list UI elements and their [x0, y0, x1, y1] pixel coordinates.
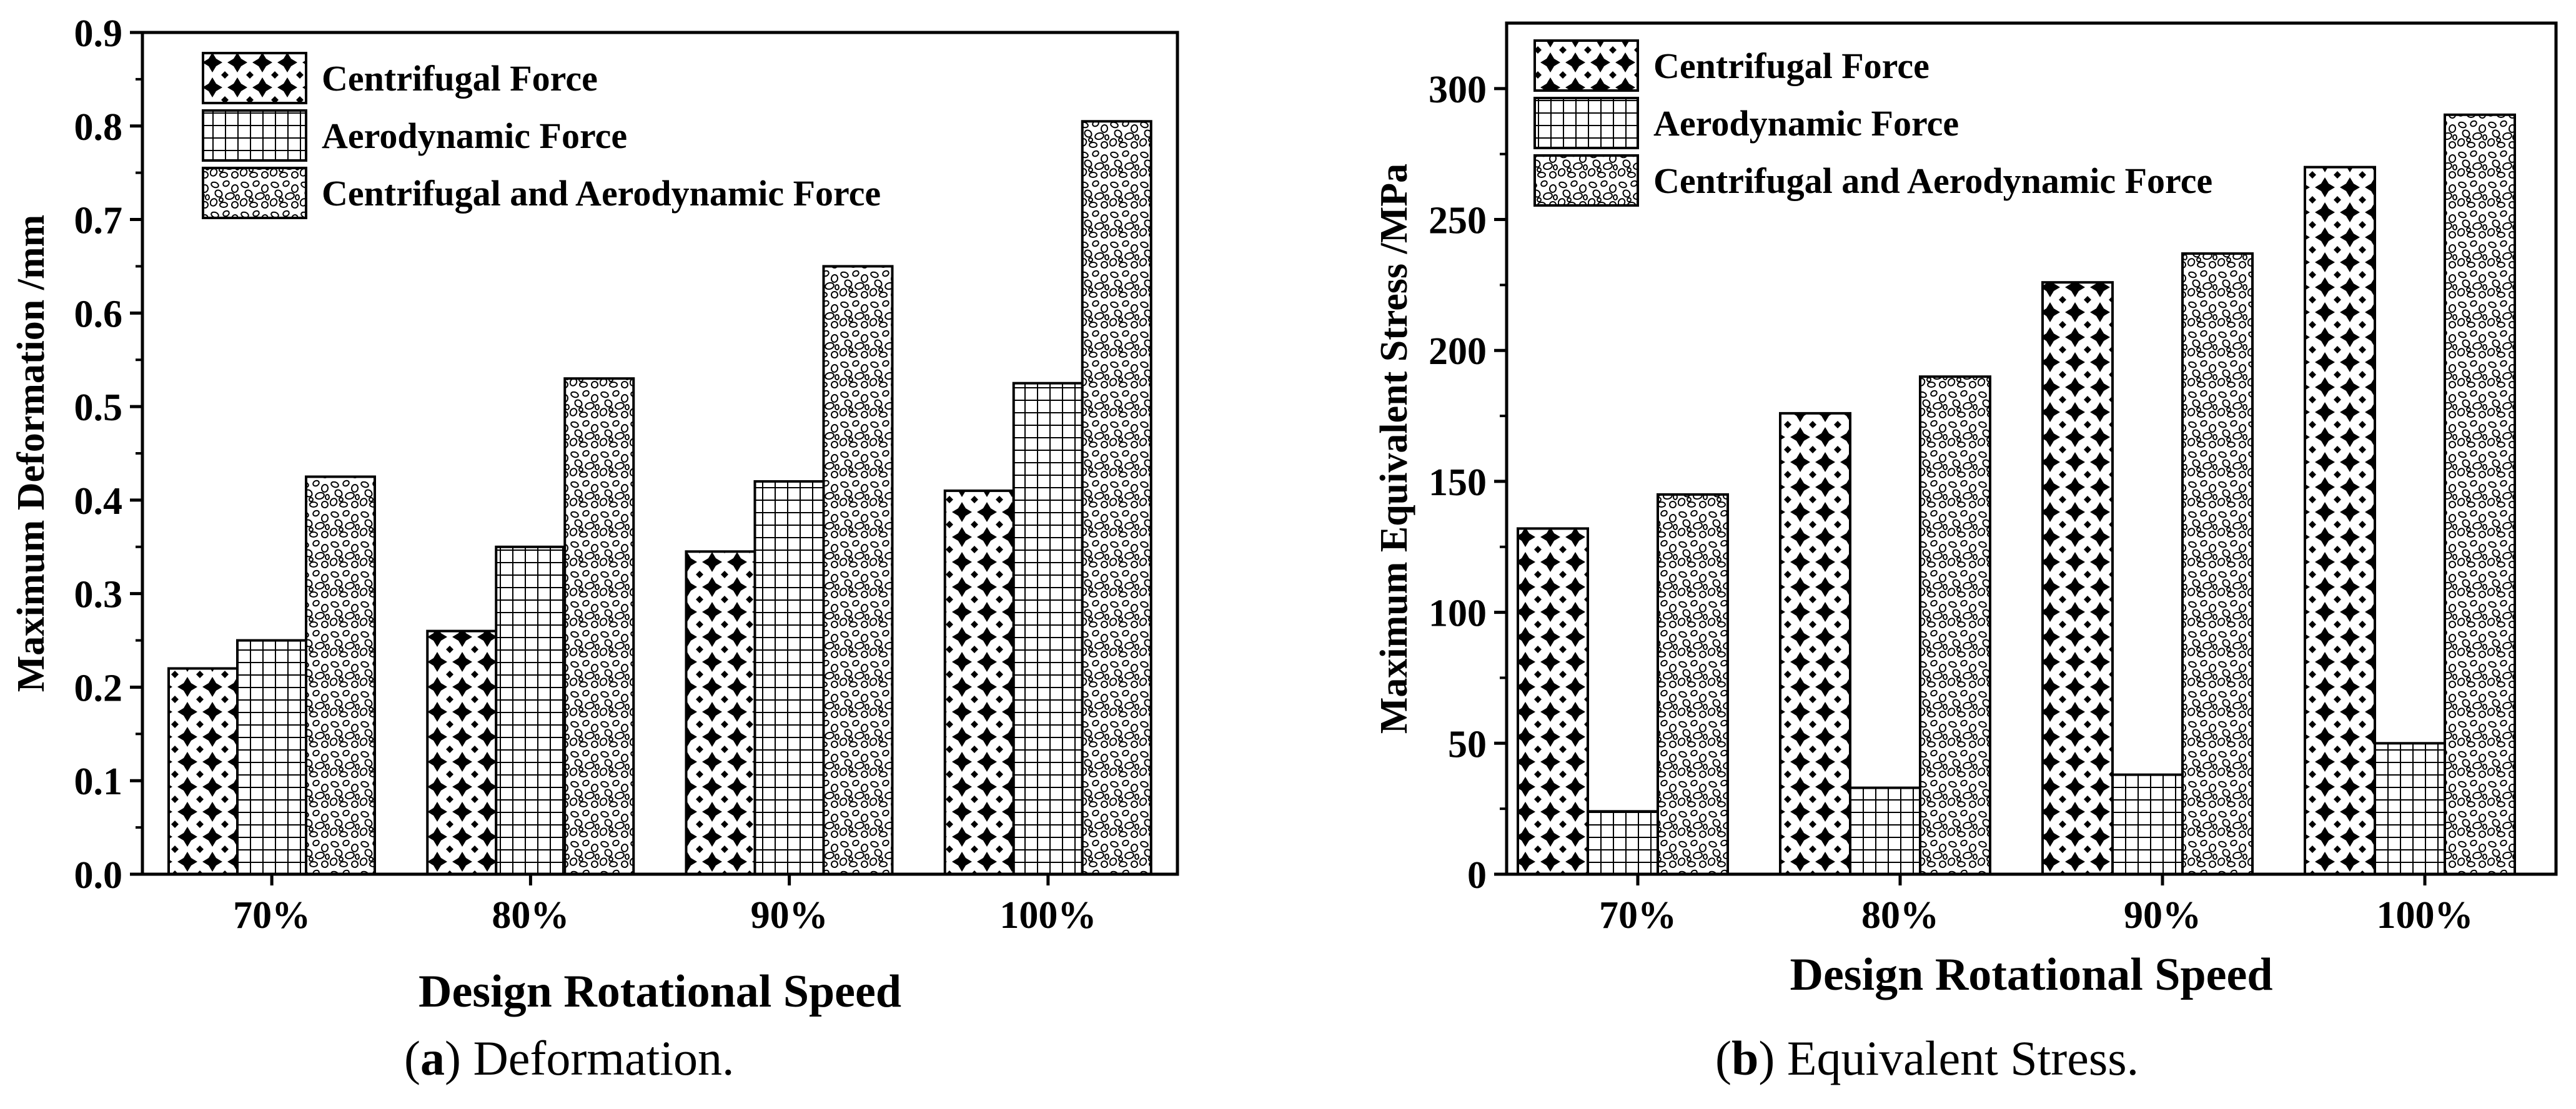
panel-a-caption-close: ) [444, 1031, 461, 1085]
x-tick-label: 100% [2377, 894, 2474, 937]
x-tick-label: 80% [492, 894, 569, 937]
bar-grid-80pct [1849, 786, 1921, 875]
legend-swatch-pebble [1533, 154, 1639, 207]
y-tick-label: 0.8 [74, 106, 123, 149]
bar-pebble-70pct [1657, 493, 1729, 875]
equivalent-stress-chart: 0 50 100 150 200 250 300 70% 80% 90% 100% Design Ro… [1373, 21, 2558, 1000]
y-tick-label: 0.9 [74, 12, 123, 55]
y-tick-label: 250 [1429, 200, 1487, 242]
legend-label-pebble: Centrifugal and Aerodynamic Force [1653, 160, 2212, 201]
y-tick-label: 0.1 [74, 761, 123, 803]
bar-pebble-100pct [2444, 113, 2516, 875]
y-tick-label: 0.2 [74, 667, 123, 709]
y-tick-label: 0.0 [74, 854, 123, 897]
legend-label-checker: Centrifugal Force [322, 58, 598, 99]
legend-swatch-checker [1533, 39, 1639, 92]
legend-swatch-grid [202, 109, 307, 162]
x-tick-label: 70% [1599, 894, 1677, 937]
bar-grid-100pct [1012, 382, 1084, 875]
y-tick-label: 100 [1429, 593, 1487, 635]
legend: Centrifugal Force Aerodynamic Force Centri… [202, 52, 881, 219]
legend-label-grid: Aerodynamic Force [1653, 103, 1959, 144]
deformation-chart: 0.0 0.1 0.2 0.3 0.4 0.5 0.6 0.7 0.8 0.9 70% 80% 90% 1… [10, 12, 1179, 1017]
bar-grid-70pct [1587, 810, 1659, 875]
legend-label-grid: Aerodynamic Force [322, 116, 627, 156]
y-tick-label: 0.5 [74, 387, 123, 429]
x-axis-label: Design Rotational Speed [419, 966, 901, 1017]
panel-b-caption-text: Equivalent Stress. [1775, 1031, 2139, 1085]
bar-grid-90pct [2111, 773, 2184, 875]
bar-grid-70pct [236, 639, 307, 875]
y-tick-label: 0 [1467, 854, 1487, 897]
bar-checker-80pct [426, 629, 498, 875]
bar-grid-100pct [2374, 742, 2446, 876]
panel-b-caption-letter: b [1731, 1031, 1759, 1085]
bar-grid-80pct [495, 545, 567, 875]
bars [167, 120, 1152, 875]
x-tick-label: 70% [233, 894, 310, 937]
legend-label-pebble: Centrifugal and Aerodynamic Force [322, 173, 881, 214]
bar-grid-90pct [753, 480, 825, 875]
legend-swatch-pebble [202, 167, 307, 219]
panel-a-caption-text: Deformation. [460, 1031, 735, 1085]
panel-b-caption-open: ( [1715, 1031, 1731, 1085]
y-tick-label: 0.3 [74, 574, 123, 616]
bar-checker-90pct [685, 550, 756, 875]
bar-checker-70pct [1517, 527, 1589, 875]
plot-frame [1505, 21, 2558, 876]
y-tick-label: 0.7 [74, 200, 123, 242]
y-tick-label: 0.4 [74, 480, 123, 523]
bar-pebble-80pct [1919, 375, 1991, 875]
bar-checker-70pct [167, 667, 239, 875]
y-axis-label: Maximum Deformation /mm [10, 215, 52, 693]
y-axis-label: Maximum Equivalent Stress /MPa [1373, 164, 1415, 734]
y-tick-label: 150 [1429, 461, 1487, 504]
bars [1517, 113, 2516, 876]
panel-a-caption: (a) Deformation. [404, 1030, 735, 1087]
legend: Centrifugal Force Aerodynamic Force Centri… [1533, 39, 2212, 207]
bar-checker-80pct [1779, 412, 1851, 875]
bar-pebble-90pct [822, 265, 894, 875]
legend-swatch-checker [202, 52, 307, 104]
y-tick-label: 0.6 [74, 293, 123, 335]
legend-swatch-grid [1533, 97, 1639, 149]
y-tick-label: 50 [1448, 723, 1487, 766]
panel-a-caption-letter: a [420, 1031, 445, 1085]
x-tick-label: 80% [1861, 894, 1939, 937]
x-tick-label: 100% [999, 894, 1096, 937]
bar-pebble-100pct [1081, 120, 1152, 875]
bar-checker-100pct [943, 489, 1015, 875]
legend-label-checker: Centrifugal Force [1653, 46, 1930, 86]
x-tick-label: 90% [2124, 894, 2201, 937]
bar-checker-90pct [2041, 281, 2114, 875]
bar-pebble-80pct [563, 377, 635, 875]
y-tick-label: 200 [1429, 330, 1487, 373]
panel-b-caption: (b) Equivalent Stress. [1715, 1030, 2139, 1087]
panel-b-caption-close: ) [1758, 1031, 1775, 1085]
y-tick-label: 300 [1429, 69, 1487, 111]
bar-pebble-90pct [2181, 252, 2254, 875]
panel-a-caption-open: ( [404, 1031, 420, 1085]
bar-pebble-70pct [305, 475, 376, 875]
x-tick-label: 90% [751, 894, 828, 937]
x-axis-label: Design Rotational Speed [1790, 949, 2273, 1000]
bar-checker-100pct [2304, 165, 2376, 876]
